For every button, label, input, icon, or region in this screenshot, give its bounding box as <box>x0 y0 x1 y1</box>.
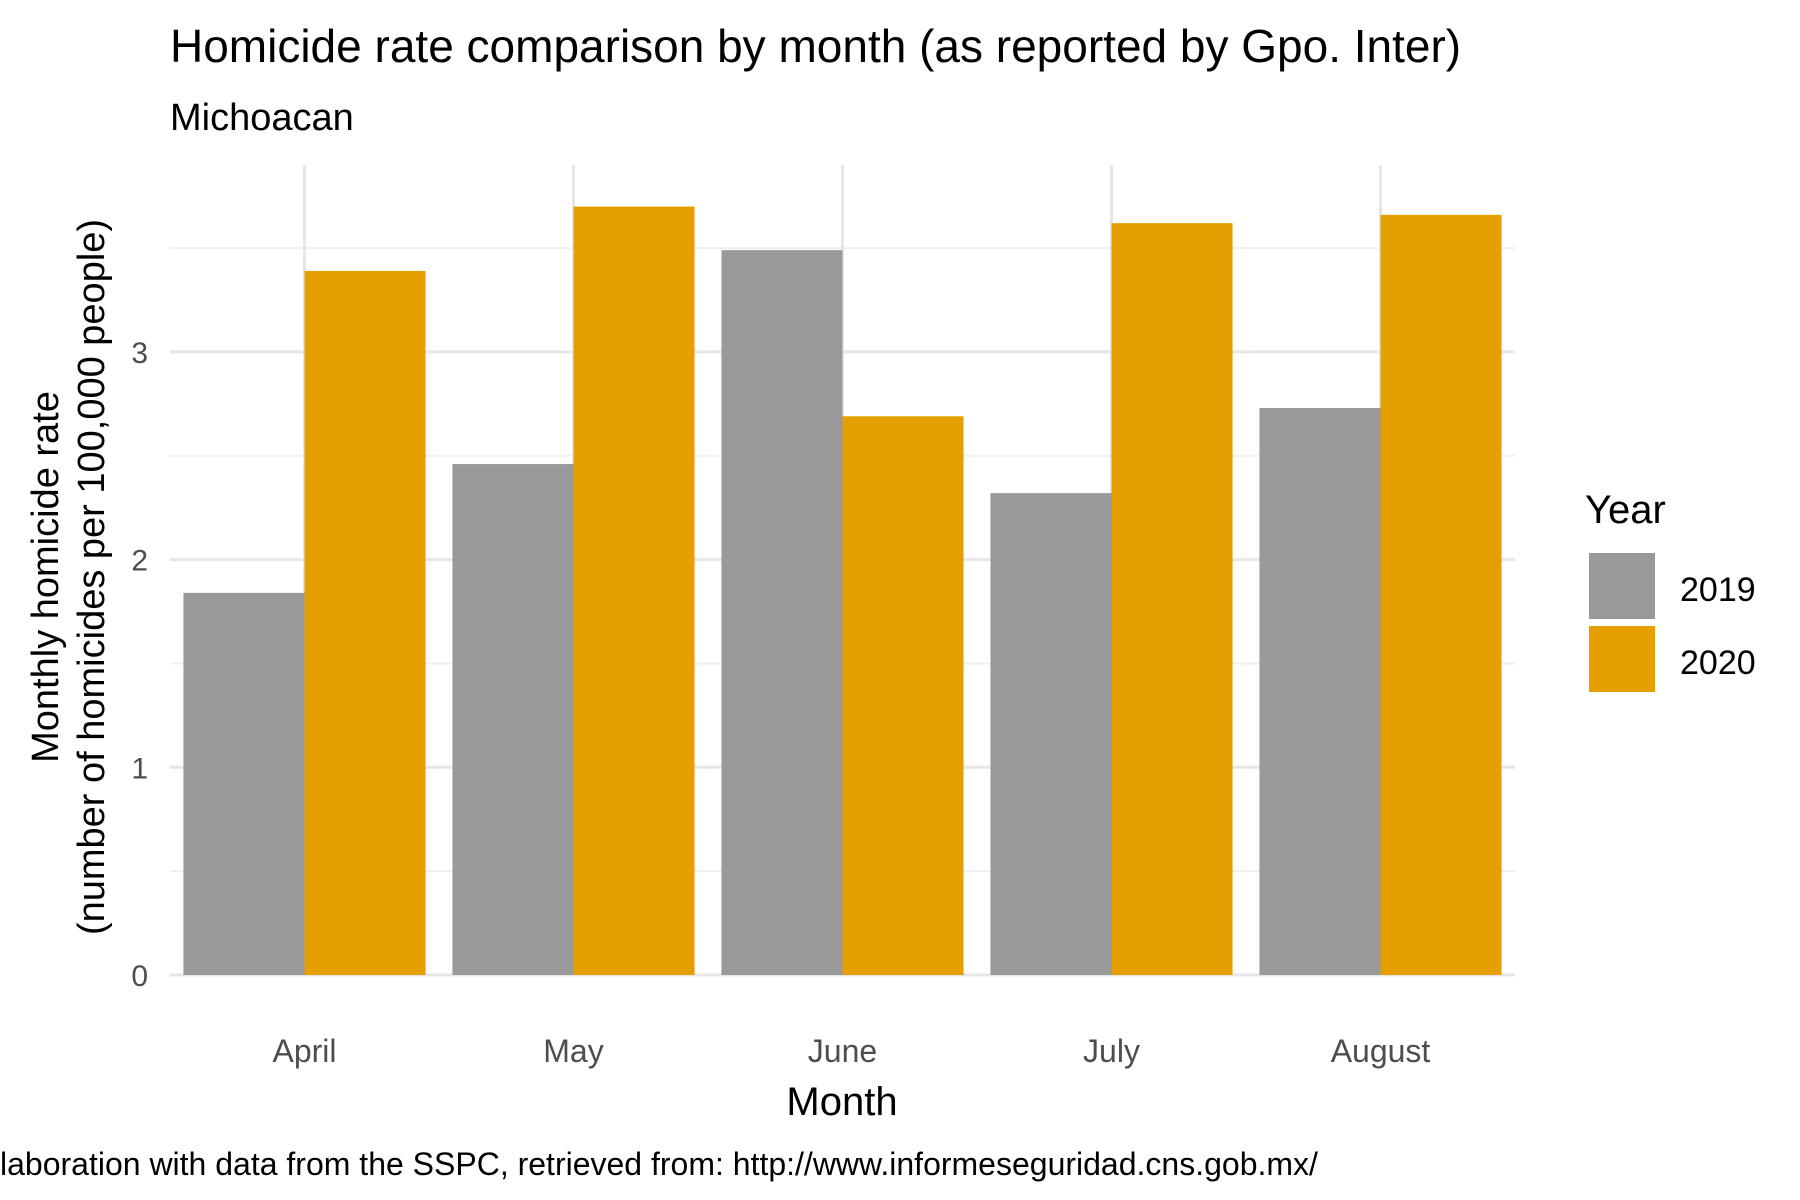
legend: Year 2019 2020 <box>1585 488 1756 692</box>
y-tick-label: 1 <box>131 752 148 785</box>
bar-2020-june <box>842 416 964 975</box>
x-tick-label: July <box>1083 1033 1140 1069</box>
bar-2019-may <box>452 464 574 975</box>
y-tick-label: 3 <box>131 337 148 370</box>
bar-2019-april <box>183 592 305 975</box>
x-tick-label: August <box>1331 1033 1431 1069</box>
x-axis-label: Month <box>786 1080 897 1124</box>
caption: laboration with data from the SSPC, retr… <box>0 1146 1318 1182</box>
legend-title: Year <box>1585 488 1666 532</box>
y-tick-label: 2 <box>131 545 148 578</box>
chart-subtitle: Michoacan <box>170 97 354 139</box>
y-axis-label-line1: Monthly homicide rate <box>25 391 67 763</box>
bar-2020-july <box>1111 223 1233 976</box>
bar-2020-august <box>1380 214 1502 975</box>
axis-ticks: 0 1 2 3 April May June July August <box>131 337 1430 1069</box>
bars <box>183 206 1502 976</box>
y-tick-label: 0 <box>131 960 148 993</box>
bar-2020-april <box>304 270 426 975</box>
x-tick-label: April <box>272 1033 336 1069</box>
x-tick-label: May <box>543 1033 603 1069</box>
bar-2020-may <box>573 206 695 976</box>
chart-title: Homicide rate comparison by month (as re… <box>170 20 1461 72</box>
legend-swatch-2020 <box>1589 626 1655 692</box>
bar-2019-june <box>721 250 843 976</box>
legend-label-2020: 2020 <box>1680 644 1756 682</box>
bar-2019-july <box>990 493 1112 975</box>
bar-2019-august <box>1259 408 1381 975</box>
x-tick-label: June <box>808 1033 877 1069</box>
y-axis-label-line2: (number of homicides per 100,000 people) <box>71 219 113 935</box>
legend-label-2019: 2019 <box>1680 571 1756 609</box>
legend-swatch-2019 <box>1589 553 1655 619</box>
